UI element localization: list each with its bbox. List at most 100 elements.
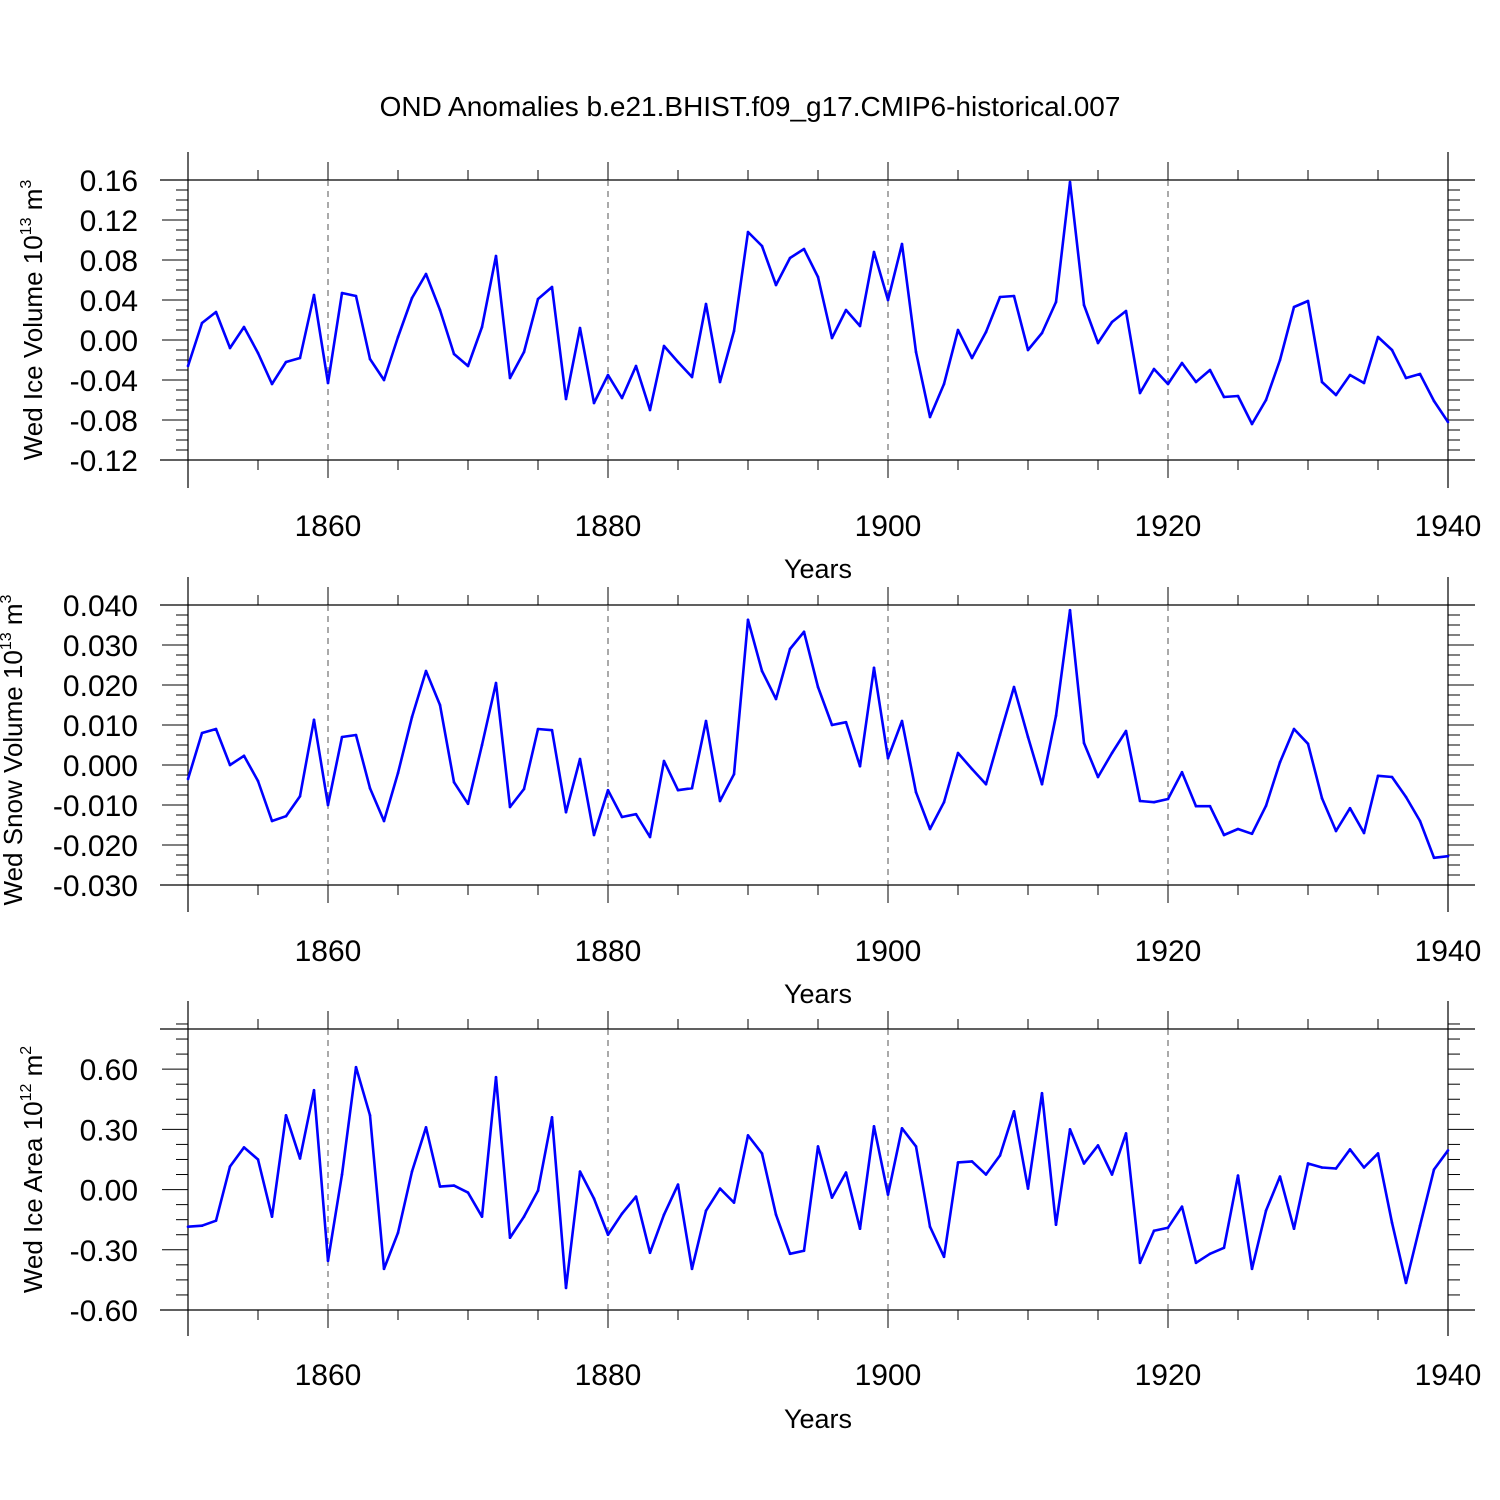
data-point [368, 786, 372, 790]
data-point [802, 247, 806, 251]
data-point [886, 756, 890, 760]
data-point [844, 308, 848, 312]
data-point [942, 1255, 946, 1259]
x-tick-label: 1920 [1135, 510, 1202, 543]
data-point [1250, 422, 1254, 426]
data-point [1264, 398, 1268, 402]
data-point [1180, 770, 1184, 774]
data-point [732, 329, 736, 333]
x-tick-label: 1900 [855, 1359, 922, 1392]
data-point [1390, 775, 1394, 779]
data-point [816, 685, 820, 689]
data-point [1334, 1167, 1338, 1170]
y-tick-label: 0.00 [80, 325, 138, 358]
data-point [872, 250, 876, 254]
y-tick-label: -0.60 [70, 1295, 138, 1328]
y-tick-label: -0.04 [70, 365, 138, 398]
y-tick-label: 0.16 [80, 165, 138, 198]
data-point [326, 381, 330, 385]
data-point [774, 283, 778, 287]
data-point [914, 1145, 918, 1148]
data-point [1054, 1223, 1058, 1226]
x-tick-label: 1860 [295, 1359, 362, 1392]
data-point [788, 1252, 792, 1256]
figure-title: OND Anomalies b.e21.BHIST.f09_g17.CMIP6-… [380, 91, 1121, 122]
data-point [256, 1158, 260, 1161]
data-point [438, 703, 442, 707]
data-point [256, 351, 260, 355]
data-point [1292, 727, 1296, 731]
y-tick-label: 0.00 [80, 1175, 138, 1208]
data-point [1124, 729, 1128, 733]
data-point [1096, 775, 1100, 779]
data-point [1124, 1132, 1128, 1135]
data-point [1040, 782, 1044, 786]
data-point [620, 396, 624, 400]
data-point [368, 357, 372, 361]
data-point [1222, 833, 1226, 837]
series-line [186, 608, 1449, 860]
data-point [1278, 358, 1282, 362]
data-point [452, 352, 456, 356]
data-point [1236, 827, 1240, 831]
x-tick-label: 1860 [295, 935, 362, 968]
y-axis-label: Wed Ice Area 1012 m2 [18, 1046, 48, 1293]
data-point [312, 718, 316, 722]
data-point [396, 771, 400, 775]
series-line [187, 1065, 1450, 1290]
data-point [396, 1231, 400, 1235]
data-point [830, 336, 834, 340]
data-point [186, 364, 190, 368]
data-point [1012, 1109, 1016, 1113]
data-point [1390, 1221, 1394, 1224]
data-point [1138, 391, 1142, 395]
data-point [746, 1134, 750, 1137]
data-point [704, 302, 708, 306]
data-point [1110, 751, 1114, 755]
panel-2: -0.030 -0.020 -0.010 0.000 0.010 0.020 0.030 0.… [0, 577, 1481, 1009]
data-point [942, 800, 946, 804]
data-point [1306, 1162, 1310, 1165]
data-point [382, 378, 386, 382]
data-point [704, 719, 708, 723]
data-point [900, 242, 904, 246]
data-point [1208, 368, 1212, 372]
data-point [1320, 380, 1324, 384]
data-point [1110, 320, 1114, 324]
panel-1: -0.12 -0.08 -0.04 0.00 0.04 0.08 0.12 0.16 1860 1… [18, 152, 1481, 584]
data-point [592, 833, 596, 837]
data-point [368, 1114, 372, 1117]
data-point [648, 408, 652, 412]
data-point [1096, 341, 1100, 345]
data-point [1348, 1148, 1352, 1151]
data-point [620, 815, 624, 819]
data-point [522, 1215, 526, 1218]
x-tick-label: 1940 [1415, 1359, 1482, 1392]
data-point [396, 335, 400, 339]
data-point [1152, 367, 1156, 371]
y-axis-label-exponent: 13 [0, 632, 15, 650]
data-point [732, 1201, 736, 1204]
data-point [1068, 608, 1072, 612]
x-tick-label: 1880 [575, 510, 642, 543]
data-point [662, 1213, 666, 1216]
data-point [1026, 735, 1030, 739]
data-point [312, 1088, 316, 1092]
y-axis-label-exponent: 13 [18, 217, 35, 235]
data-point [1278, 1175, 1282, 1178]
x-axis-label: Years [784, 554, 852, 584]
data-point [270, 819, 274, 823]
data-point [1138, 1261, 1142, 1265]
data-point [1026, 348, 1030, 352]
data-point [606, 788, 610, 792]
data-point [956, 1161, 960, 1164]
x-tick-label: 1920 [1135, 935, 1202, 968]
data-point [1208, 1252, 1212, 1256]
data-point [1082, 303, 1086, 307]
y-axis-label-unit-exponent: 3 [0, 594, 15, 603]
data-point [340, 1173, 344, 1176]
data-point [1250, 832, 1254, 836]
data-point [522, 350, 526, 354]
data-point [536, 1189, 540, 1192]
